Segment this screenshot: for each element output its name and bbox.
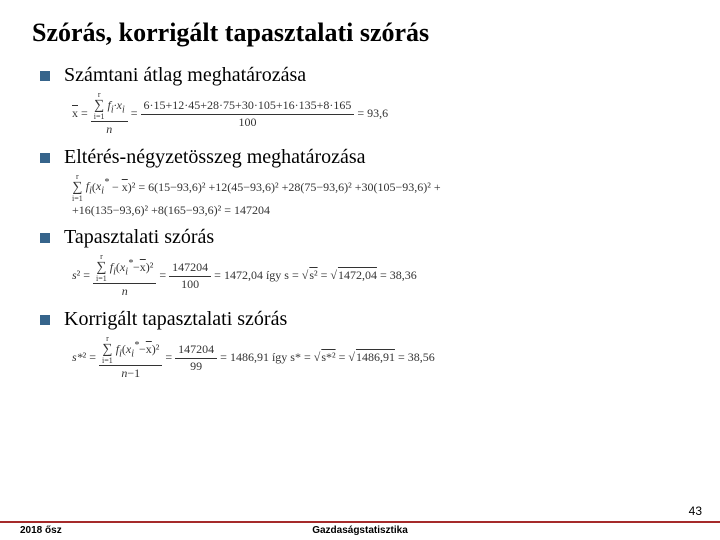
csd-numerator: 147204	[175, 342, 217, 359]
slide-title: Szórás, korrigált tapasztalati szórás	[32, 18, 688, 48]
formula-sd: s² = r∑i=1 fi(xi*−x)² n = 147204 100 = 1…	[72, 253, 688, 300]
ssq-line2: +16(135−93,6)² +8(165−93,6)² = 147204	[72, 203, 270, 217]
bullet-icon	[40, 315, 50, 325]
formula-ssq: r∑i=1 fi(xi* − x)² = 6(15−93,6)² +12(45−…	[72, 173, 688, 219]
formula-mean: x = r∑i=1 fi·xi n = 6·15+12·45+28·75+30·…	[72, 91, 688, 138]
sd-denominator: 100	[169, 277, 211, 293]
footer: 2018 ősz Gazdaságstatisztika	[0, 521, 720, 536]
footer-left: 2018 ősz	[20, 525, 62, 536]
formula-csd: s*² = r∑i=1 fi(xi*−x)² n−1 = 147204 99 =…	[72, 335, 688, 382]
bullet-row: Korrigált tapasztalati szórás	[40, 308, 688, 331]
csd-result: = 38,56	[398, 350, 435, 364]
csd-sqrt1: s*²	[320, 350, 335, 364]
slide: Szórás, korrigált tapasztalati szórás Sz…	[0, 0, 720, 540]
bullet-icon	[40, 153, 50, 163]
xbar-symbol: x	[72, 106, 78, 120]
sd-numerator: 147204	[169, 260, 211, 277]
mean-denominator: 100	[141, 115, 355, 131]
section-csd: Korrigált tapasztalati szórás s*² = r∑i=…	[32, 308, 688, 382]
csd-sqrt2: 1486,91	[355, 350, 395, 364]
sd-mid: = 1472,04 így s =	[214, 268, 302, 282]
bullet-row: Eltérés-négyzetösszeg meghatározása	[40, 146, 688, 169]
bullet-heading: Számtani átlag meghatározása	[64, 64, 306, 87]
section-sd: Tapasztalati szórás s² = r∑i=1 fi(xi*−x)…	[32, 226, 688, 300]
sd-sqrt1: s²	[308, 268, 317, 282]
bullet-row: Tapasztalati szórás	[40, 226, 688, 249]
footer-center: Gazdaságstatisztika	[312, 525, 408, 536]
footer-divider	[0, 521, 720, 523]
section-ssq: Eltérés-négyzetösszeg meghatározása r∑i=…	[32, 146, 688, 219]
csd-mid: = 1486,91 így s* =	[220, 350, 314, 364]
mean-result: = 93,6	[357, 106, 388, 120]
bullet-icon	[40, 233, 50, 243]
bullet-heading: Tapasztalati szórás	[64, 226, 214, 249]
page-number: 43	[689, 504, 702, 518]
bullet-row: Számtani átlag meghatározása	[40, 64, 688, 87]
mean-numerator: 6·15+12·45+28·75+30·105+16·135+8·165	[141, 98, 355, 115]
sd-result: = 38,36	[380, 268, 417, 282]
sd-sqrt2: 1472,04	[337, 268, 377, 282]
bullet-heading: Eltérés-négyzetösszeg meghatározása	[64, 146, 366, 169]
bullet-heading: Korrigált tapasztalati szórás	[64, 308, 287, 331]
ssq-line1: = 6(15−93,6)² +12(45−93,6)² +28(75−93,6)…	[138, 179, 440, 193]
section-mean: Számtani átlag meghatározása x = r∑i=1 f…	[32, 64, 688, 138]
csd-denominator: 99	[175, 359, 217, 375]
bullet-icon	[40, 71, 50, 81]
